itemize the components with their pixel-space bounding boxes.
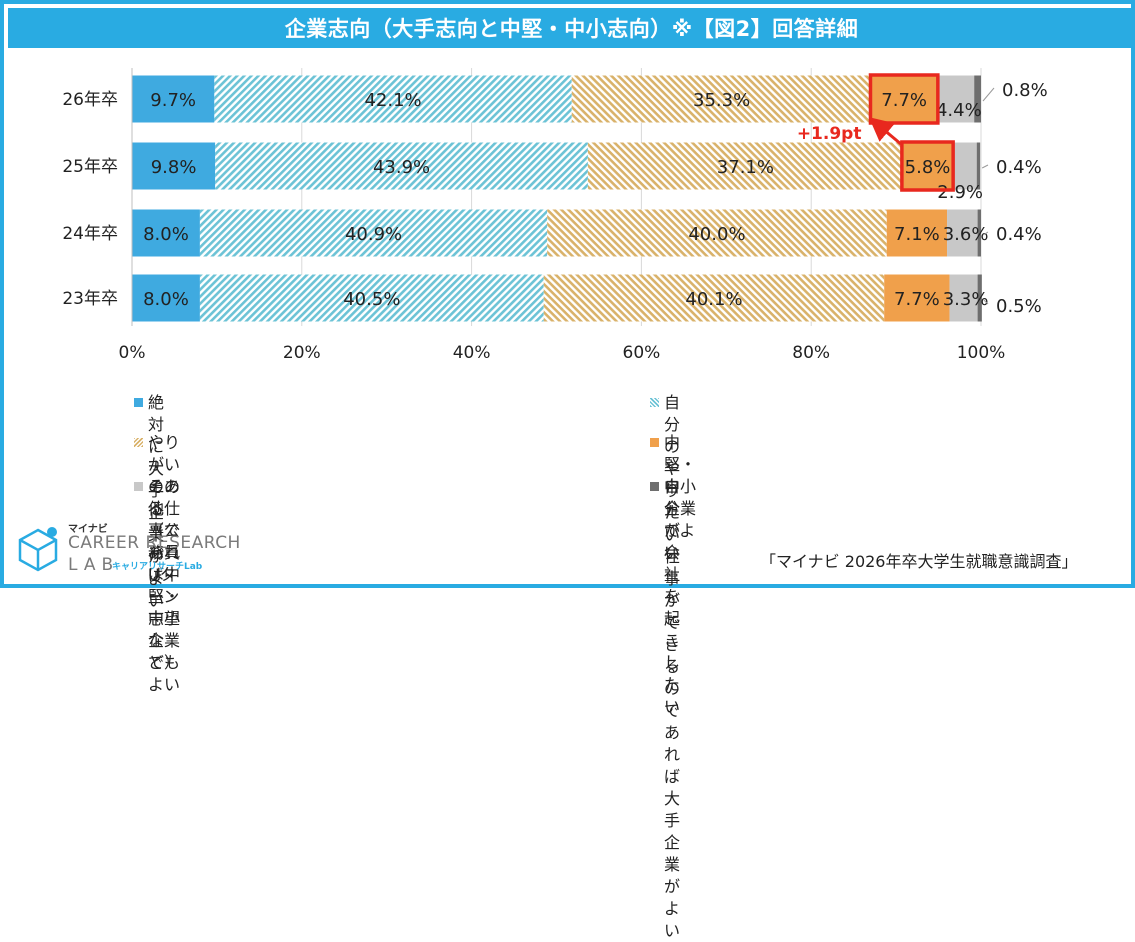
bar-segment: [947, 209, 978, 257]
bar-segment: [571, 75, 872, 123]
bar-segment: [977, 209, 981, 257]
bar-segment: [543, 274, 885, 322]
logo: マイナビ CAREER RESEARCH LAB キャリアリサーチLab: [16, 520, 246, 580]
data-label: 43.9%: [373, 157, 430, 178]
x-tick-label: 80%: [792, 343, 830, 363]
legend-label: 自分で会社を起こしたい: [664, 477, 681, 716]
bar-segment: [587, 142, 903, 190]
data-label: 40.1%: [685, 289, 742, 310]
chart-title: 企業志向（大手志向と中堅・中小志向）※【図2】回答詳細: [284, 17, 859, 41]
bar-segment: [977, 274, 982, 322]
bar-segment: [952, 142, 977, 190]
legend-label: 絶対に大手企業がよい: [148, 393, 165, 610]
title-bar: 企業志向（大手志向と中堅・中小志向）※【図2】回答詳細: [8, 8, 1135, 48]
category-label: 26年卒: [62, 90, 118, 110]
bar-segment: [132, 274, 200, 322]
data-label: 35.3%: [693, 90, 750, 111]
data-label: 5.8%: [905, 157, 951, 178]
legend-item: 絶対に大手企業がよい: [134, 392, 164, 612]
bar-segment: [976, 142, 981, 190]
category-label: 25年卒: [62, 157, 118, 177]
highlight-box: [900, 140, 955, 192]
logo-brand: マイナビ: [68, 524, 108, 535]
source-note: 「マイナビ 2026年卒大学生就職意識調査」: [760, 552, 1078, 571]
bar-segment: [132, 209, 200, 257]
bar-segment: [199, 209, 548, 257]
data-label: 40.5%: [343, 289, 400, 310]
data-label: 0.8%: [1002, 80, 1048, 101]
legend-swatch: [134, 398, 143, 407]
x-tick-label: 60%: [623, 343, 661, 363]
x-tick-label: 0%: [119, 343, 146, 363]
legend-label: 中堅・中小企業がよい: [664, 433, 697, 562]
leader-line: [983, 299, 989, 305]
data-label: 7.7%: [881, 90, 927, 111]
data-label: 9.8%: [151, 157, 197, 178]
highlight-box: [868, 73, 940, 125]
change-annotation: +1.9pt: [797, 124, 862, 144]
legend-swatch: [650, 398, 659, 407]
bar-segment: [871, 75, 937, 123]
logo-name-line2: LAB: [68, 555, 120, 575]
bar-segment: [974, 75, 981, 123]
data-label: 8.0%: [143, 289, 189, 310]
bar-segment: [902, 142, 953, 190]
bar-segment: [214, 75, 572, 123]
data-label: 3.6%: [943, 224, 989, 245]
leader-line: [981, 164, 989, 169]
bar-segment: [886, 209, 948, 257]
data-label: 7.1%: [894, 224, 940, 245]
legend-swatch: [650, 482, 659, 491]
data-label: 2.9%: [937, 182, 983, 203]
data-label: 40.9%: [345, 224, 402, 245]
data-label: 7.7%: [894, 289, 940, 310]
legend-swatch: [134, 438, 143, 447]
x-tick-label: 20%: [283, 343, 321, 363]
legend-swatch: [134, 482, 143, 491]
bar-segment: [547, 209, 887, 257]
logo-subtitle: キャリアリサーチLab: [112, 562, 203, 572]
leader-line: [982, 231, 989, 236]
bar-segment: [132, 142, 216, 190]
bar-segment: [199, 274, 544, 322]
bar-segment: [215, 142, 588, 190]
category-label: 24年卒: [62, 224, 118, 244]
legend-swatch: [650, 438, 659, 447]
data-label: 0.4%: [996, 224, 1042, 245]
data-label: 0.5%: [996, 296, 1042, 317]
bar-segment: [936, 75, 975, 123]
logo-cube-icon: [18, 527, 58, 572]
data-label: 3.3%: [943, 289, 989, 310]
stacked-bar-chart: 9.7% 42.1% 35.3% 7.7% 4.4% 0.8% 9.8% 43.9% 37.1%…: [62, 68, 1048, 363]
data-label: 42.1%: [364, 90, 421, 111]
data-label: 9.7%: [150, 90, 196, 111]
bar-segment: [949, 274, 978, 322]
data-label: 0.4%: [996, 157, 1042, 178]
x-tick-label: 40%: [453, 343, 491, 363]
data-label: 8.0%: [143, 224, 189, 245]
logo-name-line1: CAREER RESEARCH: [68, 533, 241, 553]
category-label: 23年卒: [62, 289, 118, 309]
change-arrow: [868, 117, 902, 146]
data-label: 40.0%: [688, 224, 745, 245]
bar-segment: [132, 75, 215, 123]
leader-line: [982, 87, 995, 102]
legend-item: 自分で会社を起こしたい: [650, 476, 680, 718]
x-tick-label: 100%: [957, 343, 1006, 363]
bar-segment: [884, 274, 950, 322]
data-label: 37.1%: [717, 157, 774, 178]
data-label: 4.4%: [936, 100, 982, 121]
legend-item: 中堅・中小企業がよい: [650, 432, 696, 564]
